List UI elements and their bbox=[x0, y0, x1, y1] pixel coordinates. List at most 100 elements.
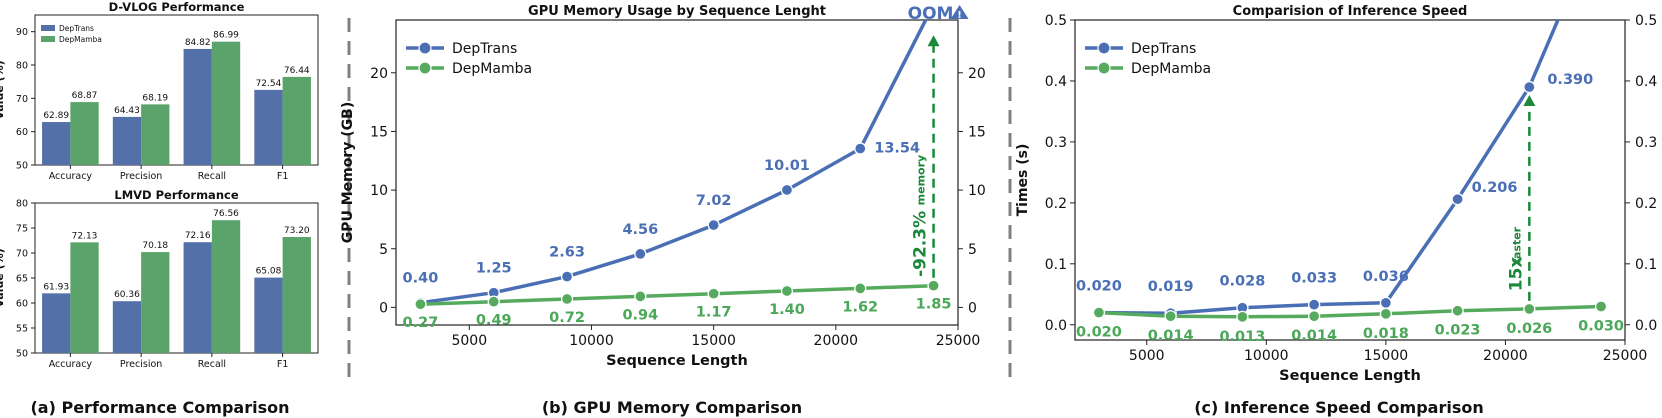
speedup-annotation-unit: faster bbox=[1510, 226, 1523, 263]
legend-swatch bbox=[41, 25, 55, 31]
y-tick-label-right: 0 bbox=[968, 300, 977, 316]
legend-marker bbox=[1097, 41, 1111, 55]
y-tick-label: 0.4 bbox=[1045, 74, 1067, 90]
data-label: 0.27 bbox=[403, 315, 439, 331]
data-label: 64.43 bbox=[114, 106, 140, 116]
data-label: 86.99 bbox=[213, 31, 239, 41]
x-tick-label: 5000 bbox=[451, 333, 487, 349]
data-label: 65.08 bbox=[256, 267, 282, 277]
data-label: 0.023 bbox=[1435, 323, 1481, 339]
series-line bbox=[1098, 20, 1560, 315]
x-tick-label: F1 bbox=[277, 359, 289, 370]
caption-b: (b) GPU Memory Comparison bbox=[542, 398, 802, 417]
data-point bbox=[780, 183, 794, 197]
legend-marker bbox=[418, 61, 432, 75]
y-tick-label: 15 bbox=[370, 124, 388, 140]
bar bbox=[70, 102, 99, 165]
data-label: 84.82 bbox=[185, 38, 211, 48]
bar bbox=[141, 252, 170, 353]
y-tick-label: 0.2 bbox=[1045, 196, 1067, 212]
reduction-annotation: -92.3% bbox=[911, 211, 931, 277]
data-label: 73.20 bbox=[284, 226, 310, 236]
data-label: 0.028 bbox=[1219, 274, 1265, 290]
data-label: 1.62 bbox=[842, 299, 878, 315]
data-point bbox=[560, 270, 574, 283]
y-tick-label-right: 15 bbox=[968, 124, 986, 140]
y-tick-label-right: 0.4 bbox=[1635, 74, 1657, 90]
inference-speed-line-chart: Comparision of Inference Speed Sequence L… bbox=[1015, 4, 1657, 384]
x-tick-label: 15000 bbox=[691, 333, 736, 349]
data-point bbox=[560, 292, 574, 306]
legend-label: DepTrans bbox=[59, 24, 94, 33]
speedup-arrowhead bbox=[1523, 95, 1536, 107]
y-tick-label: 10 bbox=[370, 183, 388, 199]
y-tick-label: 60 bbox=[16, 299, 28, 310]
y-axis-label: Value (%) bbox=[0, 248, 6, 307]
data-label: 10.01 bbox=[764, 158, 810, 174]
bar bbox=[70, 242, 99, 353]
chart-title: D-VLOG Performance bbox=[109, 0, 245, 14]
y-tick-label-right: 0.1 bbox=[1635, 257, 1657, 273]
y-tick-label: 0.0 bbox=[1045, 318, 1067, 334]
data-label: 2.63 bbox=[549, 245, 585, 261]
data-point bbox=[1092, 306, 1106, 319]
warning-icon-glyph: ! bbox=[957, 10, 962, 21]
x-tick-label: 15000 bbox=[1364, 348, 1409, 364]
data-point bbox=[707, 218, 720, 232]
data-label: 0.94 bbox=[622, 307, 658, 323]
x-tick-label: F1 bbox=[277, 171, 289, 182]
legend-label: DepMamba bbox=[59, 35, 102, 44]
y-tick-label: 65 bbox=[16, 274, 28, 285]
x-tick-label: 10000 bbox=[569, 333, 614, 349]
data-point bbox=[1451, 193, 1464, 206]
data-label: 68.19 bbox=[142, 93, 168, 103]
reduction-arrowhead bbox=[927, 35, 940, 47]
data-label: 1.40 bbox=[769, 302, 805, 318]
data-label: 0.026 bbox=[1506, 321, 1552, 337]
data-label: 76.44 bbox=[284, 66, 310, 76]
data-point bbox=[927, 279, 940, 292]
data-point bbox=[1164, 310, 1177, 323]
data-label: 0.020 bbox=[1076, 279, 1122, 295]
y-tick-label: 5 bbox=[379, 242, 388, 258]
series-line bbox=[420, 283, 934, 306]
data-label: 0.018 bbox=[1363, 326, 1409, 342]
reduction-annotation-unit: memory bbox=[915, 155, 928, 206]
y-axis-label: Times (s) bbox=[1015, 144, 1031, 217]
y-axis-label: Value (%) bbox=[0, 60, 6, 119]
legend-marker bbox=[1097, 61, 1111, 75]
y-tick-label: 90 bbox=[16, 27, 28, 38]
x-tick-label: 20000 bbox=[814, 333, 859, 349]
data-label: 1.25 bbox=[476, 261, 512, 277]
x-tick-label: 20000 bbox=[1483, 348, 1528, 364]
data-point bbox=[487, 295, 500, 308]
data-label: 0.036 bbox=[1363, 269, 1409, 285]
data-label: 61.93 bbox=[43, 282, 69, 292]
y-tick-label: 80 bbox=[16, 199, 28, 210]
data-point bbox=[854, 282, 867, 295]
data-label: 72.16 bbox=[185, 231, 211, 241]
data-point bbox=[1307, 298, 1321, 311]
bar bbox=[183, 48, 212, 165]
y-tick-label-right: 0.3 bbox=[1635, 135, 1657, 151]
data-label: 0.49 bbox=[476, 313, 512, 329]
dvlog-bar-chart: D-VLOG Performance Value (%) 50 60 70 80 90 Acc… bbox=[0, 0, 319, 182]
y-axis-label: GPU Memory (GB) bbox=[340, 102, 356, 244]
data-label: 0.020 bbox=[1076, 325, 1122, 341]
series-layer bbox=[414, 20, 940, 311]
data-label: 0.72 bbox=[549, 310, 585, 326]
caption-a: (a) Performance Comparison bbox=[30, 398, 289, 417]
data-label: 0.40 bbox=[403, 271, 439, 287]
bar bbox=[42, 293, 71, 353]
legend-label: DepTrans bbox=[1131, 41, 1196, 57]
y-tick-label: 0 bbox=[379, 300, 388, 316]
data-label: 0.014 bbox=[1291, 328, 1337, 344]
bar bbox=[282, 76, 311, 165]
warning-icon bbox=[950, 5, 969, 19]
y-tick-label: 70 bbox=[16, 94, 28, 105]
y-tick-label: 80 bbox=[16, 61, 28, 72]
data-label: 0.390 bbox=[1547, 72, 1593, 88]
data-point bbox=[1379, 307, 1393, 320]
x-tick-label: Precision bbox=[120, 359, 162, 370]
bar bbox=[141, 104, 170, 165]
